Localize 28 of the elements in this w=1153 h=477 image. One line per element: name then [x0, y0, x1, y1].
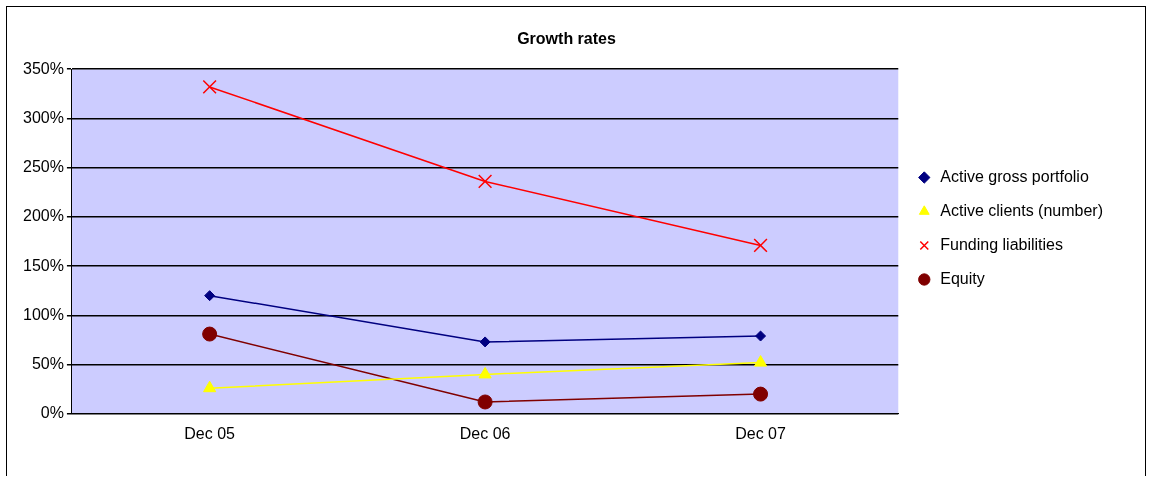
point [753, 386, 769, 402]
y-tick-label: 150% [23, 256, 64, 274]
point [477, 174, 493, 189]
point [479, 336, 491, 348]
legend-label: Equity [940, 269, 985, 287]
y-tick-label: 250% [23, 158, 64, 176]
point [477, 394, 493, 410]
point [202, 326, 218, 342]
x-tick-label: Dec 06 [459, 424, 511, 442]
point [204, 290, 216, 302]
legend-label: Active clients (number) [940, 201, 1103, 219]
x-tick-label: Dec 05 [184, 424, 236, 442]
x-tick-label: Dec 07 [735, 424, 786, 442]
legend-label: Funding liabilities [940, 235, 1064, 253]
point [478, 366, 492, 379]
point [753, 238, 768, 253]
y-tick-label: 200% [23, 207, 64, 225]
point [753, 355, 768, 367]
legend-label: Active gross portfolio [940, 167, 1089, 185]
y-tick-label: 50% [31, 354, 64, 372]
point [203, 380, 217, 393]
chart-title: Growth rates [517, 30, 616, 48]
y-tick-label: 100% [23, 305, 64, 323]
y-tick-label: 0% [40, 404, 64, 422]
y-tick-label: 300% [23, 108, 64, 126]
point [755, 330, 767, 342]
point [202, 79, 217, 95]
y-tick-label: 350% [23, 59, 64, 77]
